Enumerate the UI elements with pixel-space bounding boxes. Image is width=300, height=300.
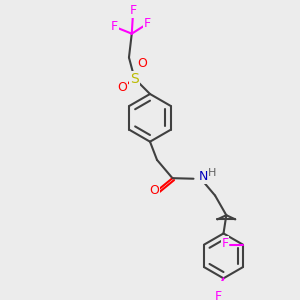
Text: S: S [130, 72, 139, 86]
Text: O: O [137, 58, 147, 70]
Text: O: O [117, 81, 127, 94]
Text: N: N [199, 170, 208, 183]
Text: F: F [130, 4, 137, 17]
Text: F: F [222, 237, 229, 250]
Text: F: F [214, 290, 221, 300]
Text: H: H [208, 167, 217, 178]
Text: F: F [144, 17, 151, 30]
Text: O: O [149, 184, 159, 197]
Text: F: F [111, 20, 118, 33]
